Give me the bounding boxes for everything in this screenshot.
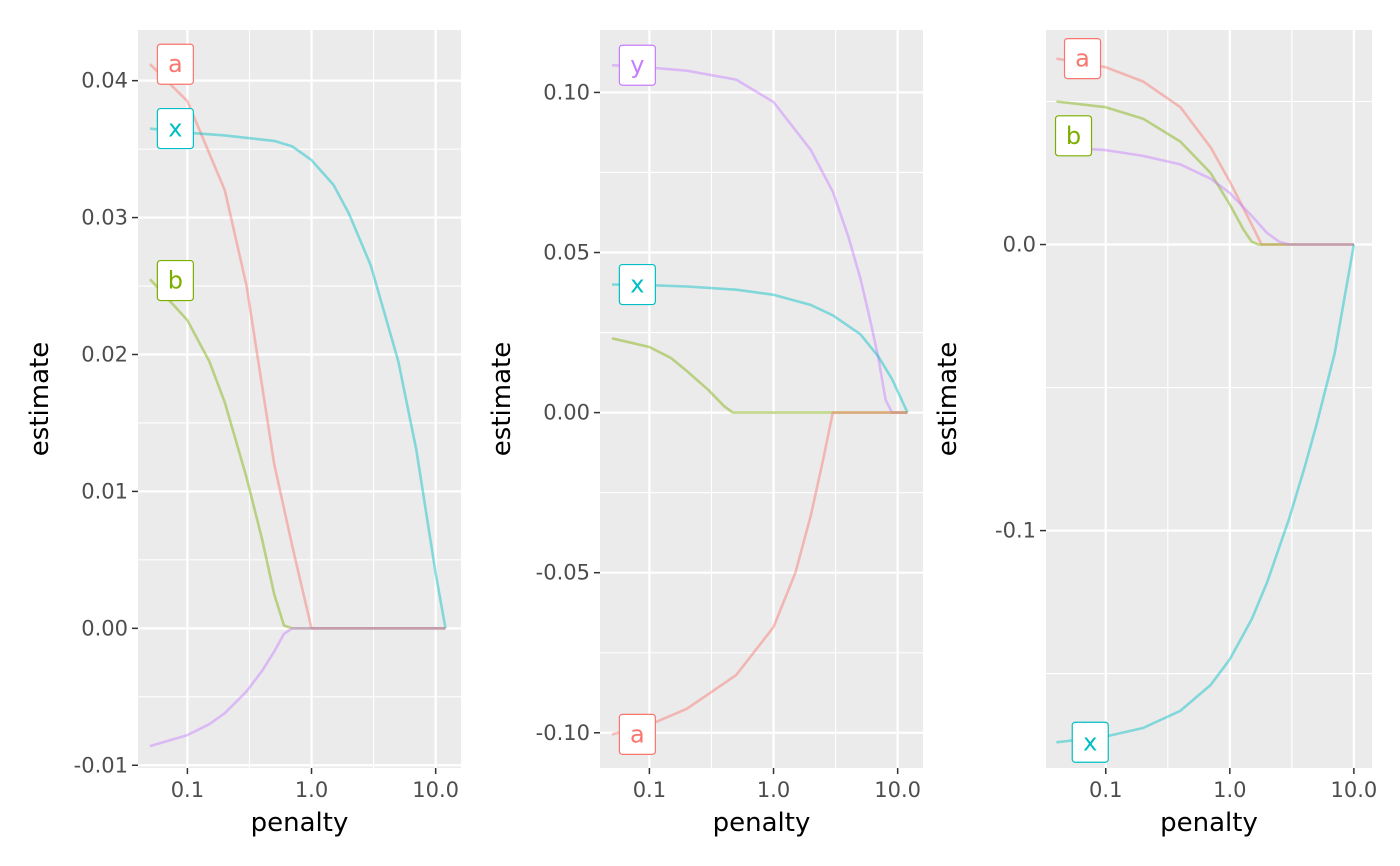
series-label-text: b [1066,122,1081,150]
series-label-box [1063,38,1102,80]
x-axis-title: penalty [251,808,349,838]
plot-background [1046,30,1372,768]
x-tick-label: 10.0 [874,778,921,802]
series-line-a [149,63,446,630]
y-tick-label: 0.00 [81,616,128,640]
series-label-box [156,107,194,150]
y-tick-label: -0.05 [536,561,590,585]
x-tick-label: 1.0 [757,778,790,802]
series-label-x: x [618,263,656,306]
series-label-a: a [618,713,656,755]
series-label-box [618,263,656,306]
x-tick-label: 1.0 [1213,778,1246,802]
y-tick-label: 0.01 [81,479,128,503]
y-tick-label: 0.00 [543,401,590,425]
series-label-box [156,43,194,85]
series-label-text: x [630,271,644,299]
series-line-a [611,411,908,736]
series-label-x: x [1071,721,1109,763]
chart-panel-2: y x a 0.1 1.0 10.0 -0.10 -0.05 0.00 0.05 0.10 penal… [487,30,923,838]
series-line-b [149,278,446,630]
series-line-x [149,127,447,629]
series-label-text: y [630,51,644,79]
x-tick-label: 0.1 [633,778,666,802]
x-axis-title: penalty [1160,808,1258,838]
series-label-box [1054,115,1093,157]
y-axis-title: estimate [933,342,963,456]
series-line-unlabeled-2 [611,337,908,414]
x-tick-label: 0.1 [1089,778,1122,802]
series-line-unlabeled-3 [149,626,446,748]
chart-panel-1: a x b 0.1 1.0 10.0 -0.01 0.00 0.01 0.02 0.03 0.04 pe… [25,30,461,838]
series-label-y: y [618,44,656,86]
series-label-b: b [1054,115,1093,157]
series-label-text: a [168,50,183,78]
y-tick-label: 0.02 [81,343,128,367]
x-tick-label: 10.0 [412,778,459,802]
series-line-x [1056,244,1356,744]
series-label-a: a [156,43,194,85]
series-label-b: b [156,259,194,302]
plot-background [138,30,461,768]
series-label-a: a [1063,38,1102,80]
series-label-text: a [1075,45,1090,73]
x-tick-label: 0.1 [171,778,204,802]
y-tick-label: 0.05 [543,241,590,265]
series-label-text: a [630,720,645,748]
y-tick-label: 0.04 [81,69,128,93]
series-label-text: b [168,267,183,295]
series-label-text: x [168,115,182,143]
plot-background [600,30,923,768]
series-label-box [1071,721,1109,763]
series-line-x [611,283,909,414]
x-tick-label: 1.0 [295,778,328,802]
series-line-y [611,63,908,414]
chart-panel-3: a b x 0.1 1.0 10.0 -0.1 0.0 penalty estimate [933,30,1377,838]
x-axis-title: penalty [713,808,811,838]
x-tick-label: 10.0 [1330,778,1377,802]
series-line-a [1056,57,1354,246]
y-tick-label: -0.10 [536,721,590,745]
series-line-unlabeled-2 [1056,146,1354,246]
series-label-box [618,44,656,86]
y-tick-label: -0.1 [995,519,1036,543]
series-label-box [618,713,656,755]
series-label-box [156,259,194,302]
y-tick-label: 0.0 [1003,233,1036,257]
y-tick-label: -0.01 [74,753,128,777]
series-label-text: x [1083,728,1097,756]
y-tick-label: 0.10 [543,80,590,104]
y-axis-title: estimate [487,342,517,456]
y-axis-title: estimate [25,342,55,456]
y-tick-label: 0.03 [81,206,128,230]
series-line-b [1056,100,1354,246]
series-label-x: x [156,107,194,150]
